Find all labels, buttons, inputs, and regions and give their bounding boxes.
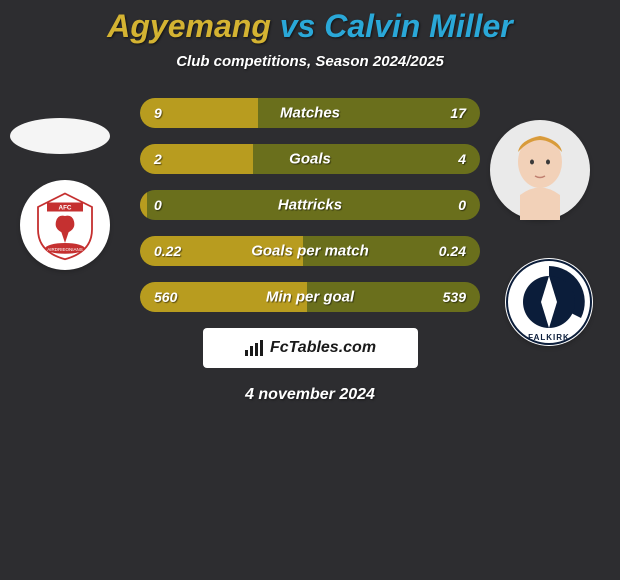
stat-label: Goals <box>289 151 331 168</box>
subtitle: Club competitions, Season 2024/2025 <box>0 53 620 70</box>
stat-row: 560 Min per goal 539 <box>140 282 480 312</box>
svg-text:AFC: AFC <box>59 205 72 212</box>
stat-bar-left <box>140 190 147 220</box>
title-vs: vs <box>271 8 324 44</box>
club-right-badge: FALKIRK <box>505 258 593 346</box>
stat-row: 2 Goals 4 <box>140 144 480 174</box>
page-title: Agyemang vs Calvin Miller <box>0 8 620 45</box>
svg-text:FALKIRK: FALKIRK <box>528 333 570 342</box>
date-text: 4 november 2024 <box>0 386 620 404</box>
stat-label: Min per goal <box>266 289 354 306</box>
club-left-badge: AFC AIRDRIEONIANS <box>20 180 110 270</box>
stat-value-left: 560 <box>154 289 177 305</box>
stat-value-right: 0.24 <box>439 243 466 259</box>
stat-value-right: 17 <box>450 105 466 121</box>
watermark-text: FcTables.com <box>270 339 376 357</box>
stat-value-left: 9 <box>154 105 162 121</box>
stat-row: 0.22 Goals per match 0.24 <box>140 236 480 266</box>
player-right-avatar <box>490 120 590 220</box>
stat-label: Matches <box>280 105 340 122</box>
player-left-name: Agyemang <box>107 8 271 44</box>
stat-value-right: 0 <box>458 197 466 213</box>
stat-row: 0 Hattricks 0 <box>140 190 480 220</box>
stat-value-left: 0.22 <box>154 243 181 259</box>
stat-label: Goals per match <box>251 243 369 260</box>
stat-value-right: 539 <box>443 289 466 305</box>
stat-value-right: 4 <box>458 151 466 167</box>
stat-value-left: 2 <box>154 151 162 167</box>
infographic-container: Agyemang vs Calvin Miller Club competiti… <box>0 0 620 580</box>
chart-icon <box>244 340 264 356</box>
player-left-avatar <box>10 118 110 154</box>
watermark[interactable]: FcTables.com <box>203 328 418 368</box>
svg-text:AIRDRIEONIANS: AIRDRIEONIANS <box>47 247 83 252</box>
player-right-name: Calvin Miller <box>324 8 513 44</box>
stat-label: Hattricks <box>278 197 342 214</box>
stat-value-left: 0 <box>154 197 162 213</box>
stat-row: 9 Matches 17 <box>140 98 480 128</box>
